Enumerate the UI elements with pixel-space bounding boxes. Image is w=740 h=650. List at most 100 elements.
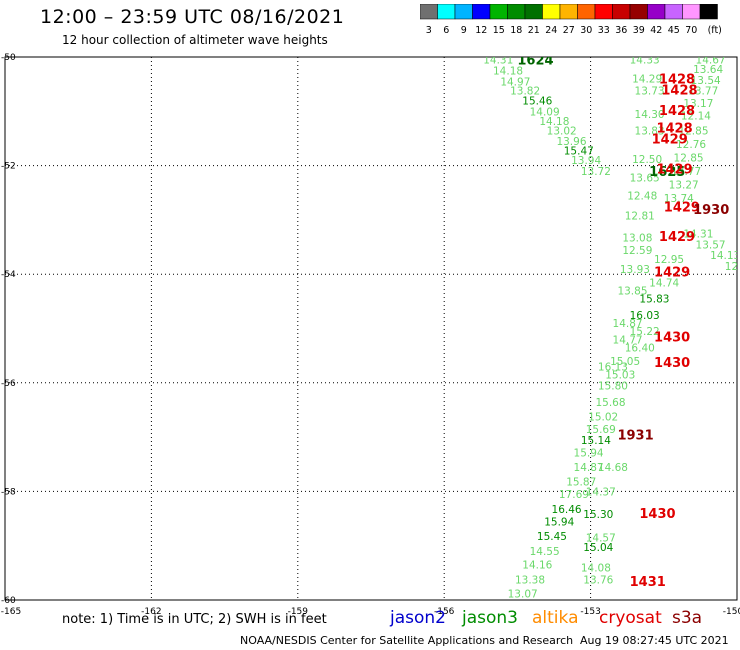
scale-label: 45: [668, 25, 680, 36]
scale-label: 18: [510, 25, 522, 36]
legend-s3a: s3a: [672, 608, 703, 628]
scale-label: 33: [598, 25, 610, 36]
wave-height-value: 14.87: [613, 318, 643, 330]
wave-height-value: 15.87: [566, 477, 596, 489]
wave-height-value: 14.16: [522, 560, 552, 572]
wave-height-value: 14.74: [649, 277, 679, 289]
wave-height-value: 15.94: [574, 447, 604, 459]
scale-swatch: [699, 4, 718, 20]
wave-height-value: 13.38: [515, 574, 545, 586]
pass-time-label: 1429: [656, 162, 692, 177]
wave-height-value: 14.67: [696, 55, 726, 67]
pass-time-label: 1430: [639, 507, 675, 522]
scale-label: 24: [545, 25, 557, 36]
wave-height-value: 13.94: [571, 155, 601, 167]
wave-height-value: 12.81: [625, 211, 655, 223]
wave-height-value: 12.85: [725, 261, 740, 273]
scale-label: 21: [528, 25, 540, 36]
wave-height-value: 13.74: [664, 193, 694, 205]
wave-height-value: 12.50: [632, 154, 662, 166]
y-tick-label: -56: [1, 379, 16, 389]
wave-height-value: 15.05: [610, 356, 640, 368]
wave-height-value: 15.30: [583, 509, 613, 521]
wave-height-value: 14.30: [635, 109, 665, 121]
wave-height-value: 14.77: [613, 334, 643, 346]
wave-height-value: 15.03: [605, 370, 635, 382]
pass-time-label: 1428: [659, 73, 695, 88]
wave-height-value: 14.29: [632, 74, 662, 86]
scale-label: 42: [650, 25, 662, 36]
y-tick-label: -58: [1, 487, 16, 497]
color-scale-legend: 3 6 9 12 15 18 21 24 27 30 33 36 39 42 45 70 (ft): [420, 4, 722, 36]
wave-height-value: 13.85: [617, 285, 647, 297]
wave-height-value: 15.47: [564, 145, 594, 157]
plot-frame: [4, 56, 738, 601]
wave-height-value: 13.57: [696, 239, 726, 251]
scale-label: 9: [461, 25, 467, 36]
y-tick-label: -60: [1, 596, 16, 606]
scale-label: 30: [580, 25, 592, 36]
wave-height-value: 14.57: [586, 533, 616, 545]
wave-height-value: 13.77: [688, 86, 718, 98]
legend-jason2: jason2: [390, 608, 446, 628]
legend-jason3: jason3: [462, 608, 518, 628]
wave-height-value: 12.76: [676, 139, 706, 151]
pass-time-label: 1428: [656, 122, 692, 137]
x-tick-label: -159: [288, 607, 309, 617]
pass-time-label: 1428: [661, 84, 697, 99]
wave-height-value: 15.80: [598, 381, 628, 393]
wave-height-value: 15.46: [522, 95, 552, 107]
wave-height-value: 15.68: [595, 397, 625, 409]
credit-line: NOAA/NESDIS Center for Satellite Applica…: [240, 634, 574, 647]
scale-label: (ft): [708, 25, 722, 36]
wave-height-value: 14.87: [574, 462, 604, 474]
wave-height-value: 14.09: [530, 106, 560, 118]
x-tick-label: -150: [723, 607, 740, 617]
wave-height-value: 15.94: [544, 516, 574, 528]
scale-label: 3: [426, 25, 432, 36]
wave-height-value: 14.31: [683, 228, 713, 240]
pass-time-label: 1430: [654, 356, 690, 371]
wave-height-value: 14.31: [483, 55, 513, 67]
x-tick-label: -156: [434, 607, 455, 617]
pass-time-label: 1930: [693, 203, 729, 218]
wave-height-value: 14.33: [630, 55, 660, 67]
wave-height-value: 12.63: [576, 647, 606, 650]
wave-height-value: 13.76: [583, 574, 613, 586]
scale-label: 27: [563, 25, 575, 36]
wave-height-value: 13.54: [691, 75, 721, 87]
wave-height-value: 14.68: [598, 462, 628, 474]
x-tick-label: -153: [580, 607, 600, 617]
wave-height-value: 12.85: [674, 152, 704, 164]
wave-height-value: 12.14: [681, 111, 711, 123]
pass-time-label: 1430: [654, 331, 690, 346]
wave-height-value: 13.72: [581, 166, 611, 178]
pass-time-label: 1429: [664, 200, 700, 215]
wave-height-value: 12.48: [627, 190, 657, 202]
map-subtitle: 12 hour collection of altimeter wave hei…: [62, 33, 328, 47]
wave-height-value: 15.22: [630, 326, 660, 338]
wave-height-value: 13.27: [669, 180, 699, 192]
pass-time-label: 1625: [649, 165, 685, 180]
wave-height-value: 13.82: [510, 86, 540, 98]
pass-time-label: 1429: [652, 132, 688, 147]
scale-label: 39: [633, 25, 645, 36]
wave-height-value: 16.40: [625, 343, 655, 355]
pass-time-label: 1431: [630, 575, 666, 590]
wave-height-value: 17.69: [559, 489, 589, 501]
scale-label: 70: [685, 25, 697, 36]
wave-height-value: 13.83: [635, 125, 665, 137]
scale-label: 6: [443, 25, 449, 36]
wave-height-value: 13.02: [547, 125, 577, 137]
wave-height-value: 16.13: [598, 362, 628, 374]
footer-note: note: 1) Time is in UTC; 2) SWH is in fe…: [62, 612, 327, 627]
wave-height-value: 12.95: [654, 254, 684, 266]
wave-height-value: 13.18: [478, 647, 508, 650]
wave-height-value: 13.64: [693, 64, 723, 76]
y-tick-label: -50: [1, 53, 16, 63]
wave-height-value: 13.07: [508, 588, 538, 600]
wave-height-value: 14.55: [530, 546, 560, 558]
wave-height-value: 16.46: [552, 504, 582, 516]
